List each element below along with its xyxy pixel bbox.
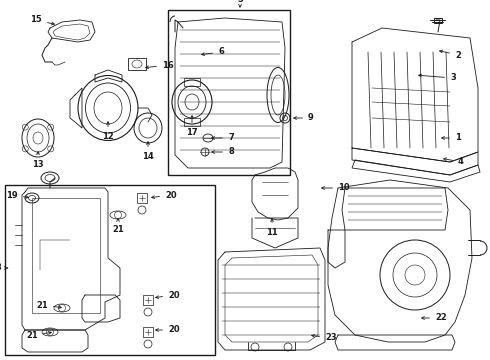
Text: 21: 21 (26, 330, 51, 339)
Text: 23: 23 (312, 333, 337, 342)
Bar (143, 295, 153, 305)
Bar (32, 198, 100, 313)
Text: 9: 9 (294, 113, 314, 122)
Text: 21: 21 (112, 219, 124, 234)
Text: 11: 11 (266, 219, 278, 237)
Text: 13: 13 (32, 152, 44, 169)
Text: 10: 10 (322, 184, 350, 193)
Text: 14: 14 (142, 142, 154, 161)
Text: 6: 6 (202, 48, 224, 57)
Bar (143, 327, 153, 337)
Text: 7: 7 (212, 134, 234, 143)
Text: 1: 1 (441, 134, 461, 143)
Text: 22: 22 (422, 314, 447, 323)
Text: 5: 5 (237, 0, 243, 7)
Text: 16: 16 (146, 60, 174, 69)
Text: 20: 20 (156, 325, 180, 334)
Text: 15: 15 (30, 15, 54, 25)
Text: 20: 20 (152, 190, 176, 199)
Bar (5, 185, 215, 355)
Text: 21: 21 (36, 301, 61, 310)
Bar (168, 10, 290, 175)
Text: 8: 8 (212, 148, 234, 157)
Text: 2: 2 (440, 50, 461, 59)
Text: 3: 3 (418, 73, 456, 82)
Bar (184, 78, 200, 86)
Text: 20: 20 (156, 291, 180, 300)
Text: 12: 12 (102, 122, 114, 141)
Text: 18: 18 (0, 264, 8, 273)
Bar (434, 18, 442, 23)
Bar (137, 193, 147, 203)
Bar (128, 58, 146, 70)
Bar (184, 118, 200, 126)
Text: 17: 17 (186, 116, 198, 137)
Text: 19: 19 (6, 190, 28, 199)
Text: 4: 4 (443, 158, 464, 166)
